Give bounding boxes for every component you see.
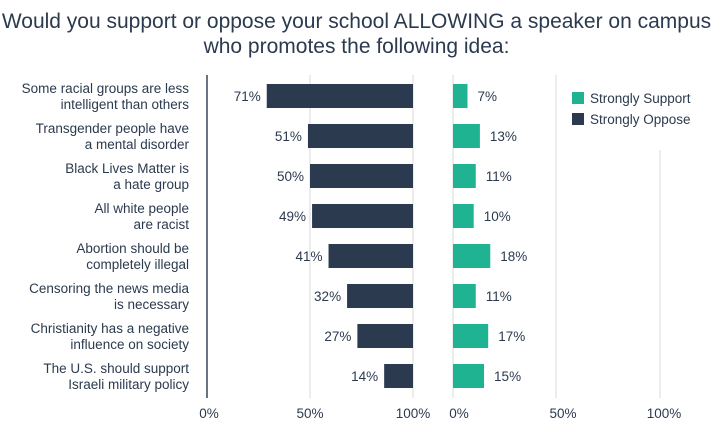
category-label-line: a hate group — [113, 177, 189, 192]
legend-swatch — [572, 113, 584, 125]
category-label: Transgender people have a mental disorder — [36, 121, 190, 152]
support-tick-label: 0% — [449, 406, 469, 421]
category-label-line: Transgender people have — [36, 121, 189, 136]
oppose-bar — [307, 124, 413, 148]
oppose-bar — [266, 84, 413, 108]
category-label-line: influence on society — [70, 337, 189, 352]
support-value-label: 18% — [500, 249, 527, 264]
oppose-bar — [357, 324, 413, 348]
category-label-line: All white people — [94, 201, 189, 216]
category-label-line: completely illegal — [86, 257, 189, 272]
support-tick-label: 100% — [647, 406, 682, 421]
support-value-label: 11% — [486, 289, 512, 304]
support-bar — [453, 124, 480, 148]
support-bar — [453, 84, 468, 108]
chart-title-line-2: who promotes the following idea: — [203, 35, 510, 58]
support-value-label: 7% — [477, 89, 497, 104]
category-label-line: are racist — [133, 217, 189, 232]
category-label-line: a mental disorder — [85, 137, 190, 152]
category-label: Abortion should be completely illegal — [76, 241, 189, 272]
category-label: Censoring the news media is necessary — [29, 281, 189, 312]
oppose-bar — [347, 284, 413, 308]
support-value-label: 17% — [498, 329, 525, 344]
support-bar — [453, 204, 474, 228]
category-label-line: Israeli military policy — [68, 377, 189, 392]
category-label: The U.S. should support Israeli military … — [43, 361, 189, 392]
oppose-value-label: 14% — [351, 369, 378, 384]
oppose-value-label: 71% — [234, 89, 261, 104]
oppose-bar — [384, 364, 413, 388]
support-bar — [453, 324, 489, 348]
chart-title-line-1: Would you support or oppose your school … — [1, 10, 712, 33]
oppose-tick-label: 0% — [199, 406, 219, 421]
oppose-value-label: 51% — [275, 129, 302, 144]
legend-label: Strongly Support — [590, 91, 691, 106]
support-bar — [453, 284, 476, 308]
oppose-bar — [310, 164, 413, 188]
category-label: All white people are racist — [94, 201, 189, 232]
oppose-tick-label: 100% — [396, 406, 431, 421]
legend-swatch — [572, 92, 584, 104]
oppose-bar — [328, 244, 413, 268]
oppose-value-label: 41% — [296, 249, 323, 264]
category-label-line: Black Lives Matter is — [65, 161, 189, 176]
category-label-line: The U.S. should support — [43, 361, 189, 376]
category-label: Black Lives Matter is a hate group — [65, 161, 189, 192]
support-bar — [453, 244, 491, 268]
oppose-bar — [312, 204, 413, 228]
category-label: Christianity has a negative influence on … — [31, 321, 190, 352]
support-value-label: 10% — [484, 209, 511, 224]
category-label-line: intelligent than others — [61, 97, 190, 112]
support-value-label: 15% — [494, 369, 521, 384]
category-label: Some racial groups are less intelligent t… — [22, 81, 190, 112]
support-value-label: 11% — [486, 169, 512, 184]
category-label-line: Abortion should be — [76, 241, 189, 256]
category-label-line: Censoring the news media — [29, 281, 189, 296]
support-bar — [453, 364, 485, 388]
category-label-line: is necessary — [114, 297, 189, 312]
oppose-value-label: 49% — [279, 209, 306, 224]
category-label-line: Some racial groups are less — [22, 81, 190, 96]
oppose-value-label: 50% — [277, 169, 304, 184]
oppose-value-label: 27% — [324, 329, 351, 344]
support-tick-label: 50% — [549, 406, 576, 421]
category-label-line: Christianity has a negative — [31, 321, 189, 336]
oppose-tick-label: 50% — [296, 406, 323, 421]
support-value-label: 13% — [490, 129, 517, 144]
legend-label: Strongly Oppose — [590, 112, 691, 127]
oppose-value-label: 32% — [314, 289, 341, 304]
support-bar — [453, 164, 476, 188]
